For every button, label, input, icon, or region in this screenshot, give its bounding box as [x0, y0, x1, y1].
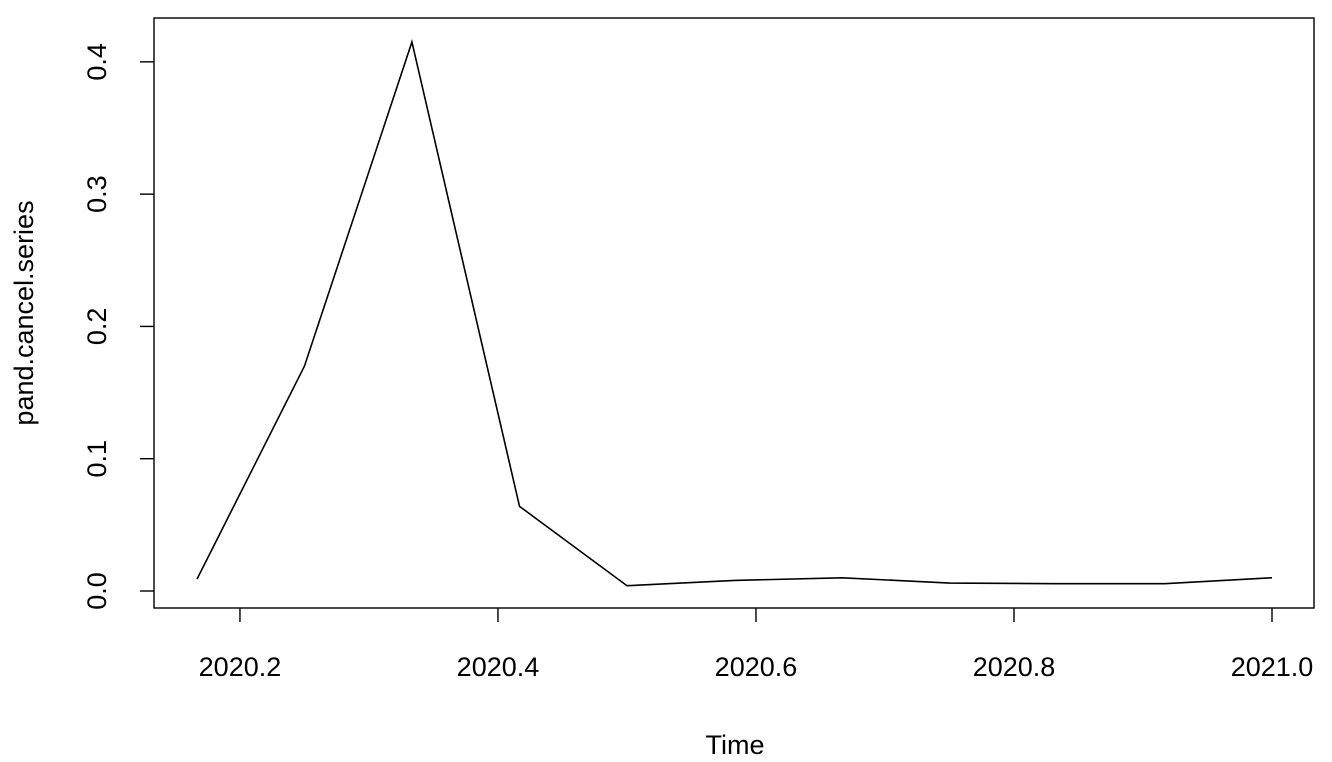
x-axis: 2020.2 2020.4 2020.6 2020.8 2021.0 — [199, 608, 1314, 682]
plot-frame — [153, 17, 1315, 609]
y-tick-label: 0.1 — [82, 440, 112, 478]
x-tick-label: 2020.8 — [973, 652, 1056, 682]
x-axis-title: Time — [706, 730, 765, 760]
y-axis-title: pand.cancel.series — [9, 200, 39, 425]
y-axis: 0.0 0.1 0.2 0.3 0.4 — [82, 43, 154, 610]
y-tick-label: 0.0 — [82, 572, 112, 610]
data-points — [194, 39, 1275, 589]
y-tick-label: 0.2 — [82, 308, 112, 346]
x-tick-label: 2020.4 — [457, 652, 540, 682]
y-tick-label: 0.3 — [82, 175, 112, 213]
series-line — [196, 39, 1273, 587]
x-tick-label: 2020.2 — [199, 652, 282, 682]
y-tick-label: 0.4 — [82, 43, 112, 81]
x-tick-label: 2020.6 — [715, 652, 798, 682]
x-tick-label: 2021.0 — [1231, 652, 1314, 682]
